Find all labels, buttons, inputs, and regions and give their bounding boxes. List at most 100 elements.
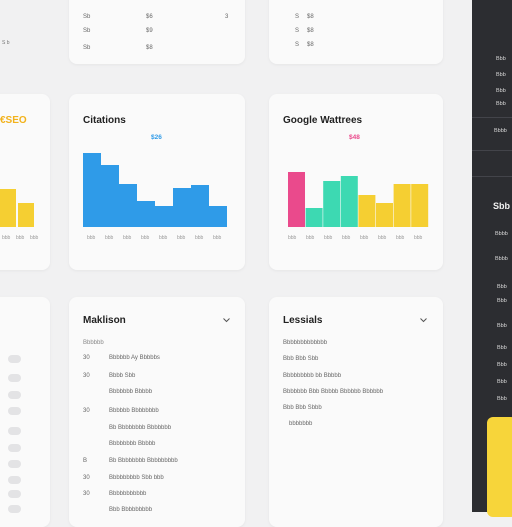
primary-action-button[interactable] — [487, 417, 512, 517]
x-tick-label: bbb — [414, 235, 423, 241]
citations-title: Citations — [83, 115, 126, 126]
toggle-pill[interactable] — [8, 427, 21, 435]
row-text[interactable]: Bb Bbbbbbbb Bbbbbbb — [109, 425, 172, 431]
list-item[interactable]: bbbbbbb — [289, 421, 313, 427]
row-text[interactable]: Bbbbbb Ay Bbbbbs — [109, 355, 160, 361]
toggle-pill[interactable] — [8, 460, 21, 468]
toggle-pill[interactable] — [8, 355, 21, 363]
top-row-label: Sb — [83, 28, 91, 34]
mailbox-card[interactable]: Maklison Bbbbbb 30 Bbbbbb Ay Bbbbbs 30 B… — [69, 297, 245, 527]
x-tick-label: bbb — [360, 235, 369, 241]
list-item[interactable]: Bbbbbbbbb bb Bbbbb — [283, 373, 342, 379]
x-tick-label: bbb — [288, 235, 297, 241]
row-text[interactable]: Bbbbbbbbb Sbb bbb — [109, 475, 164, 481]
sidebar-item[interactable]: Bbb — [496, 72, 506, 78]
sidebar-subitem[interactable]: Bbb — [497, 284, 507, 290]
chart-bar[interactable] — [305, 208, 323, 227]
x-tick-label: bbb — [378, 235, 387, 241]
toggle-pill[interactable] — [8, 490, 21, 498]
top-row-value: $8 — [307, 14, 314, 20]
x-tick-label: bbb — [159, 235, 168, 241]
sidebar-item[interactable]: Bbbb — [494, 128, 507, 134]
row-number: 30 — [83, 373, 90, 379]
google-bar-chart — [288, 172, 429, 227]
chart-bar[interactable] — [376, 203, 393, 227]
sidebar-subitem[interactable]: Bbb — [497, 396, 507, 402]
sidebar-item[interactable]: Bbb — [496, 88, 506, 94]
row-text[interactable]: Bbb Bbbbbbbbb — [109, 507, 153, 513]
sidebar-subitem[interactable]: Bbb — [497, 345, 507, 351]
chart-bar[interactable] — [288, 172, 305, 227]
row-number: B — [83, 458, 88, 464]
x-tick-label: bbb — [123, 235, 132, 241]
divider — [472, 150, 512, 151]
x-tick-label: bbb — [2, 235, 11, 241]
seo-card[interactable]: €SEO bbb bbb bbb — [0, 94, 50, 270]
chart-bar[interactable] — [358, 195, 376, 227]
sidebar-heading: Sbb — [493, 201, 510, 211]
toggle-pill[interactable] — [8, 407, 21, 415]
chart-bar[interactable] — [323, 181, 341, 227]
chart-bar[interactable] — [101, 165, 119, 227]
chart-bar[interactable] — [119, 184, 137, 227]
chevron-down-icon[interactable] — [420, 318, 427, 323]
sidebar-subitem[interactable]: Bbb — [497, 323, 507, 329]
chart-bar[interactable] — [0, 189, 16, 227]
sidebar-subitem[interactable]: Bbbb — [495, 256, 508, 262]
chart-bar[interactable] — [18, 203, 34, 227]
list-header: Bbbbbb — [83, 340, 104, 346]
bottom-left-card — [0, 297, 50, 527]
sidebar-item[interactable]: Bbb — [496, 101, 506, 107]
top-row-label: Sb — [83, 45, 91, 51]
chart-bar[interactable] — [173, 188, 191, 227]
lessons-card[interactable]: Lessials Bbbbbbbbbbbbb Bbb Bbb Sbb Bbbbb… — [269, 297, 443, 527]
list-item[interactable]: Bbb Bbb Sbb — [283, 356, 319, 362]
sidebar-subitem[interactable]: Bbb — [497, 298, 507, 304]
sidebar-subitem[interactable]: Bbb — [497, 362, 507, 368]
google-card[interactable]: Google Wattrees $48 bbb bbb bbb bbb bbb … — [269, 94, 443, 270]
top-row-value: $9 — [146, 28, 153, 34]
toggle-pill[interactable] — [8, 374, 21, 382]
chart-bar[interactable] — [137, 201, 155, 227]
chart-bar[interactable] — [209, 206, 227, 227]
toggle-pill[interactable] — [8, 505, 21, 513]
divider — [472, 117, 512, 118]
x-tick-label: bbb — [324, 235, 333, 241]
seo-bar-chart — [0, 189, 34, 227]
chevron-down-icon[interactable] — [223, 318, 230, 323]
divider — [472, 176, 512, 177]
row-text[interactable]: Bbbbbb Bbbbbbbb — [109, 408, 159, 414]
x-tick-label: bbb — [342, 235, 351, 241]
top-row-value: $8 — [307, 42, 314, 48]
chart-bar[interactable] — [83, 153, 101, 227]
top-row-label: S — [295, 14, 300, 20]
toggle-pill[interactable] — [8, 391, 21, 399]
top-row-value: $8 — [146, 45, 153, 51]
top-row-label: S — [295, 28, 300, 34]
seo-card-title: €SEO — [0, 115, 27, 126]
row-text[interactable]: Bb Bbbbbbbb Bbbbbbbbb — [109, 458, 178, 464]
sidebar-subitem[interactable]: Bbb — [497, 379, 507, 385]
list-item[interactable]: Bbb Bbb Sbbb — [283, 405, 322, 411]
x-tick-label: bbb — [213, 235, 222, 241]
chart-bar[interactable] — [393, 184, 411, 227]
citations-card[interactable]: Citations $26 bbb bbb bbb bbb bbb bbb bb… — [69, 94, 245, 270]
chart-bar[interactable] — [155, 206, 173, 227]
chart-bar[interactable] — [191, 185, 209, 227]
row-text[interactable]: Bbbbbbb Bbbbb — [109, 389, 153, 395]
toggle-pill[interactable] — [8, 444, 21, 452]
x-tick-label: bbb — [306, 235, 315, 241]
row-text[interactable]: Bbbb Sbb — [109, 373, 136, 379]
row-text[interactable]: Bbbbbbbb Bbbbb — [109, 441, 156, 447]
x-tick-label: bbb — [105, 235, 114, 241]
row-text[interactable]: Bbbbbbbbbbb — [109, 491, 147, 497]
list-item[interactable]: Bbbbbbb Bbb Bbbbb Bbbbbb Bbbbbb — [283, 389, 384, 395]
toggle-pill[interactable] — [8, 476, 21, 484]
sidebar-item[interactable]: Bbb — [496, 56, 506, 62]
sidebar-subitem[interactable]: Bbbb — [495, 231, 508, 237]
x-tick-label: bbb — [177, 235, 186, 241]
list-item[interactable]: Bbbbbbbbbbbbb — [283, 340, 328, 346]
chart-bar[interactable] — [340, 176, 358, 227]
chart-bar[interactable] — [411, 184, 429, 227]
citations-subtitle: $26 — [151, 134, 162, 141]
